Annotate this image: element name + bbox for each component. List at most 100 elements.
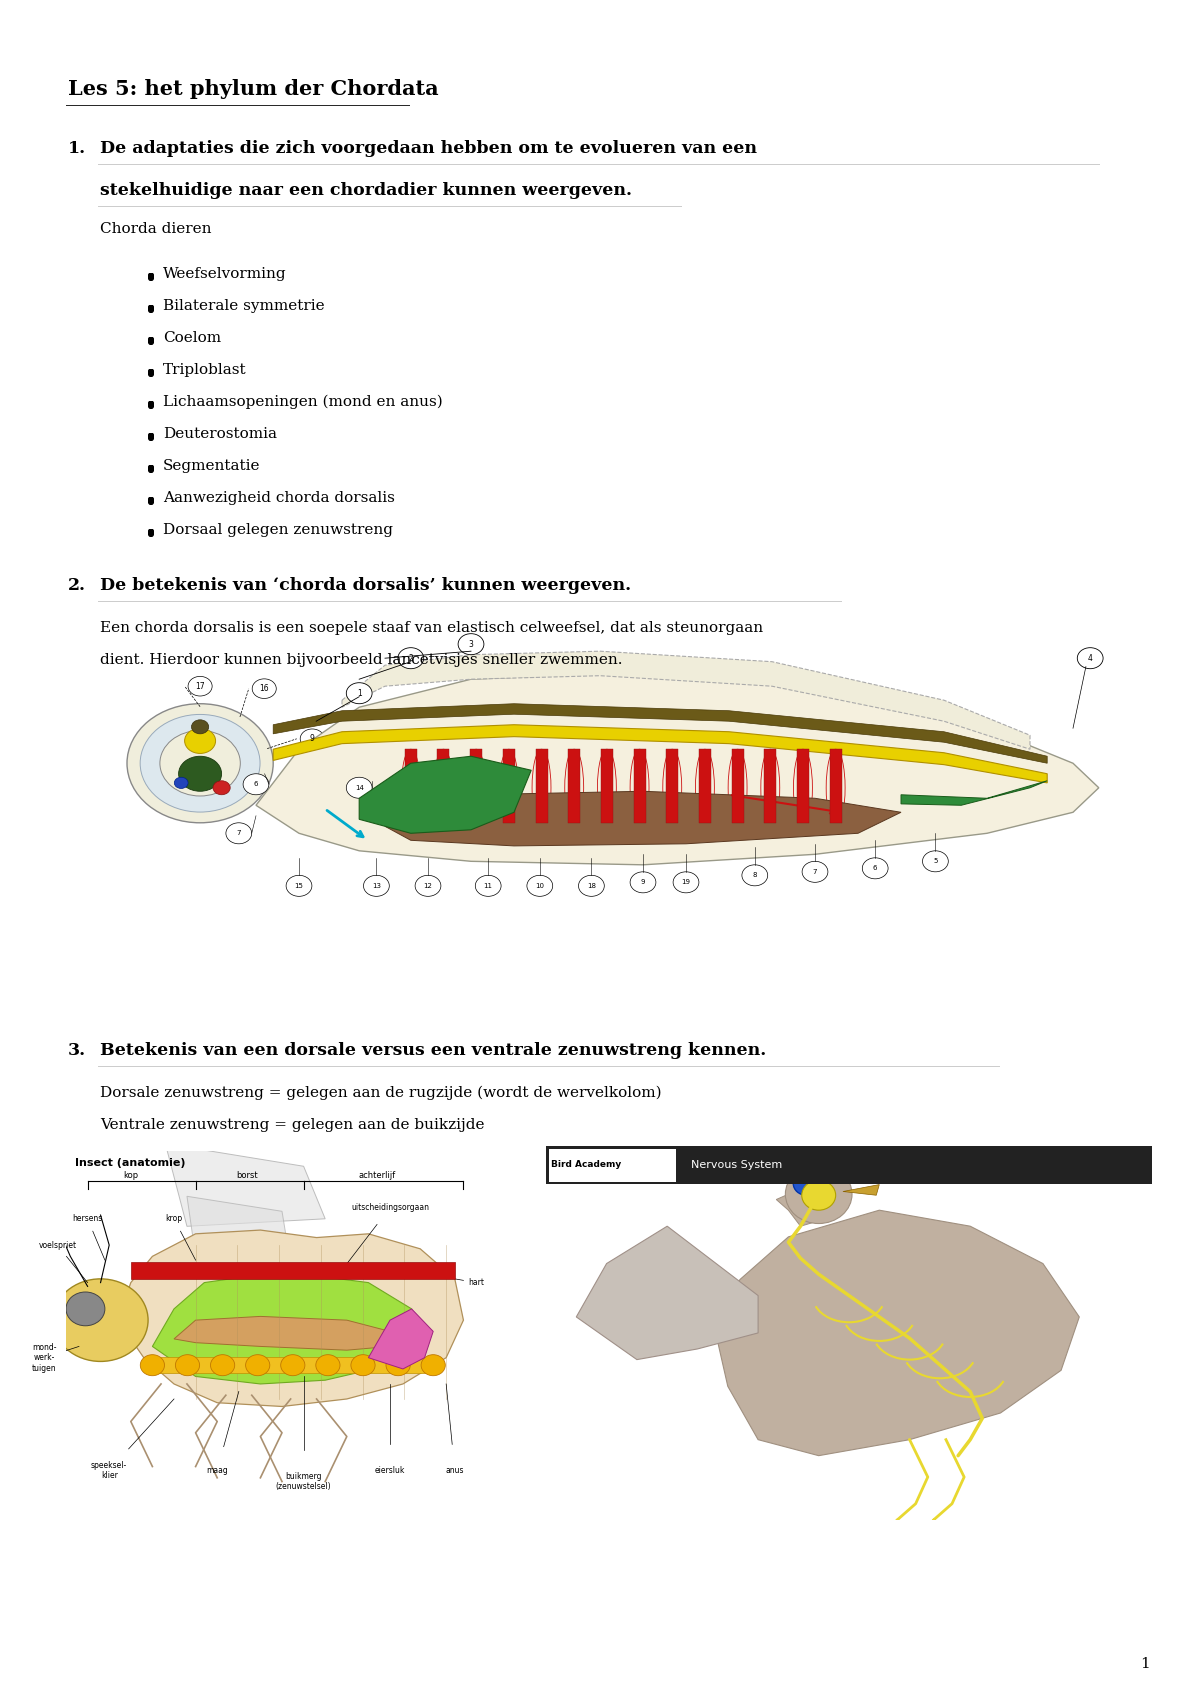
Polygon shape — [715, 1211, 1079, 1455]
Bar — [404, 749, 416, 824]
Circle shape — [281, 1355, 305, 1375]
Bar — [829, 749, 841, 824]
Circle shape — [475, 876, 502, 897]
Text: 14: 14 — [355, 784, 364, 791]
Text: anus: anus — [445, 1465, 464, 1476]
Circle shape — [192, 720, 209, 734]
Text: Ventrale zenuwstreng = gelegen aan de buikzijde: Ventrale zenuwstreng = gelegen aan de bu… — [100, 1117, 485, 1133]
Text: Nervous System: Nervous System — [691, 1160, 782, 1170]
Text: Segmentatie: Segmentatie — [163, 458, 260, 474]
Text: mond-
werk-
tuigen: mond- werk- tuigen — [32, 1343, 56, 1372]
Text: uitscheidingsorgaan: uitscheidingsorgaan — [352, 1204, 430, 1212]
Bar — [535, 749, 547, 824]
Polygon shape — [274, 725, 1048, 783]
Circle shape — [785, 1165, 852, 1224]
Text: 3: 3 — [468, 640, 474, 649]
Text: 9: 9 — [310, 734, 314, 744]
Polygon shape — [842, 1185, 880, 1195]
Text: 6: 6 — [872, 866, 877, 871]
Polygon shape — [118, 1229, 463, 1406]
Text: 19: 19 — [682, 880, 690, 885]
Circle shape — [802, 861, 828, 883]
Text: borst: borst — [236, 1170, 258, 1180]
Circle shape — [742, 864, 768, 886]
Circle shape — [300, 728, 324, 749]
Bar — [732, 749, 744, 824]
Text: 8: 8 — [752, 873, 757, 878]
Text: 7: 7 — [812, 869, 817, 874]
Circle shape — [149, 336, 154, 345]
Polygon shape — [776, 1194, 818, 1226]
Text: Weefselvorming: Weefselvorming — [163, 267, 287, 280]
Text: hersens: hersens — [72, 1214, 103, 1223]
Text: Deuterostomia: Deuterostomia — [163, 426, 277, 441]
Bar — [131, 1262, 455, 1279]
Circle shape — [149, 306, 154, 312]
Polygon shape — [152, 1272, 420, 1384]
Circle shape — [210, 1355, 235, 1375]
Circle shape — [244, 774, 269, 795]
Circle shape — [246, 1355, 270, 1375]
Text: dient. Hierdoor kunnen bijvoorbeeld lancetvisjes sneller zwemmen.: dient. Hierdoor kunnen bijvoorbeeld lanc… — [100, 654, 623, 667]
Polygon shape — [359, 756, 532, 834]
Circle shape — [386, 1355, 410, 1375]
Text: Lichaamsopeningen (mond en anus): Lichaamsopeningen (mond en anus) — [163, 394, 443, 409]
Circle shape — [415, 876, 440, 897]
Circle shape — [175, 1355, 199, 1375]
Circle shape — [421, 1355, 445, 1375]
Circle shape — [149, 530, 154, 537]
Circle shape — [802, 1180, 835, 1211]
Circle shape — [149, 433, 154, 440]
Text: 15: 15 — [294, 883, 304, 888]
Polygon shape — [368, 1309, 433, 1369]
Circle shape — [364, 876, 389, 897]
Circle shape — [149, 273, 154, 280]
Circle shape — [174, 778, 188, 788]
Circle shape — [160, 730, 240, 796]
Polygon shape — [256, 672, 1099, 864]
Bar — [797, 749, 809, 824]
Text: Dorsaal gelegen zenuwstreng: Dorsaal gelegen zenuwstreng — [163, 523, 394, 537]
Text: speeksel-
klier: speeksel- klier — [91, 1460, 127, 1481]
Circle shape — [923, 851, 948, 871]
Bar — [438, 749, 450, 824]
Circle shape — [140, 715, 260, 812]
Circle shape — [188, 676, 212, 696]
Text: Dorsale zenuwstreng = gelegen aan de rugzijde (wordt de wervelkolom): Dorsale zenuwstreng = gelegen aan de rug… — [100, 1085, 661, 1100]
Text: 11: 11 — [484, 883, 493, 888]
Circle shape — [185, 728, 216, 754]
Text: Les 5: het phylum der Chordata: Les 5: het phylum der Chordata — [68, 80, 439, 98]
Bar — [152, 1357, 433, 1374]
Circle shape — [149, 368, 154, 377]
Polygon shape — [166, 1144, 325, 1226]
Text: eiersluk: eiersluk — [374, 1465, 406, 1476]
Circle shape — [630, 871, 656, 893]
Circle shape — [53, 1279, 148, 1362]
Text: kop: kop — [124, 1170, 138, 1180]
Polygon shape — [274, 703, 1048, 764]
Circle shape — [149, 465, 154, 472]
Text: 7: 7 — [236, 830, 241, 837]
Text: 18: 18 — [587, 883, 596, 888]
Bar — [546, 1146, 1152, 1184]
Polygon shape — [174, 1316, 390, 1350]
Bar — [550, 1150, 677, 1182]
Polygon shape — [342, 652, 1030, 749]
Circle shape — [347, 778, 372, 798]
Text: 6: 6 — [253, 781, 258, 788]
Text: Triploblast: Triploblast — [163, 363, 247, 377]
Circle shape — [673, 871, 698, 893]
Circle shape — [316, 1355, 340, 1375]
Text: Chorda dieren: Chorda dieren — [100, 222, 211, 236]
Text: 2.: 2. — [68, 577, 86, 594]
Bar — [601, 749, 613, 824]
Text: 3.: 3. — [68, 1043, 86, 1060]
Text: Aanwezigheid chorda dorsalis: Aanwezigheid chorda dorsalis — [163, 491, 395, 504]
Text: 13: 13 — [372, 883, 380, 888]
Circle shape — [179, 756, 222, 791]
Bar — [470, 749, 482, 824]
Polygon shape — [385, 791, 901, 846]
Text: 17: 17 — [196, 681, 205, 691]
Circle shape — [286, 876, 312, 897]
Circle shape — [149, 401, 154, 409]
